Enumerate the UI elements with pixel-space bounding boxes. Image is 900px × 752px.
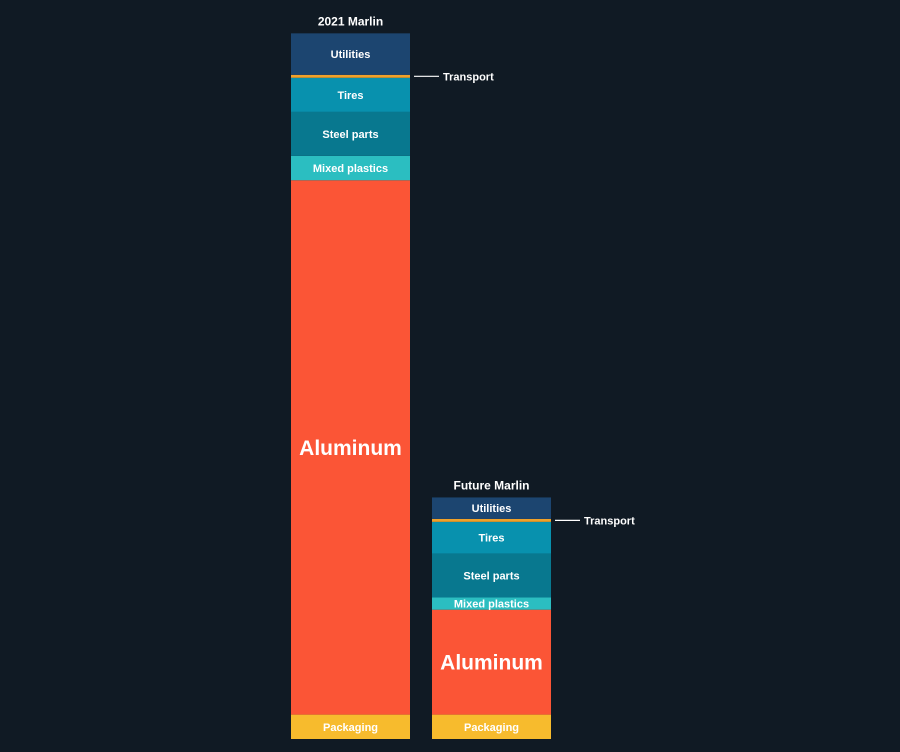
bar-segment-future-marlin-transport — [432, 518, 551, 522]
segment-label-future-marlin-mixed-plastics: Mixed plastics — [454, 599, 529, 611]
bar-segment-2021-marlin-steel-parts — [291, 111, 410, 156]
bar-segment-future-marlin-mixed-plastics — [432, 597, 551, 610]
bar-segment-future-marlin-utilities — [432, 497, 551, 519]
callout-label-2021-marlin-transport: Transport — [443, 71, 494, 83]
bar-segment-2021-marlin-packaging — [291, 714, 410, 739]
bar-segment-2021-marlin-transport — [291, 74, 410, 78]
segment-label-2021-marlin-tires: Tires — [337, 90, 363, 102]
bar-segment-2021-marlin-mixed-plastics — [291, 155, 410, 181]
segment-label-2021-marlin-steel-parts: Steel parts — [322, 129, 378, 141]
bar-segment-2021-marlin-tires — [291, 77, 410, 112]
bar-title-future-marlin: Future Marlin — [453, 478, 529, 492]
bar-title-2021-marlin: 2021 Marlin — [318, 14, 383, 28]
segment-label-2021-marlin-mixed-plastics: Mixed plastics — [313, 163, 388, 175]
segment-label-future-marlin-utilities: Utilities — [472, 503, 512, 515]
segment-label-future-marlin-aluminum: Aluminum — [440, 652, 543, 675]
segment-label-2021-marlin-packaging: Packaging — [323, 722, 378, 734]
segment-label-2021-marlin-aluminum: Aluminum — [299, 437, 402, 460]
bar-segment-2021-marlin-aluminum — [291, 180, 410, 715]
bar-segment-2021-marlin-utilities — [291, 33, 410, 75]
segment-label-2021-marlin-utilities: Utilities — [331, 49, 371, 61]
bar-segment-future-marlin-packaging — [432, 714, 551, 739]
bar-segment-future-marlin-steel-parts — [432, 553, 551, 598]
callout-label-future-marlin-transport: Transport — [584, 515, 635, 527]
segment-label-future-marlin-steel-parts: Steel parts — [463, 570, 519, 582]
segment-label-future-marlin-tires: Tires — [478, 533, 504, 545]
segment-label-future-marlin-packaging: Packaging — [464, 722, 519, 734]
bar-segment-future-marlin-aluminum — [432, 609, 551, 715]
bar-segment-future-marlin-tires — [432, 521, 551, 554]
